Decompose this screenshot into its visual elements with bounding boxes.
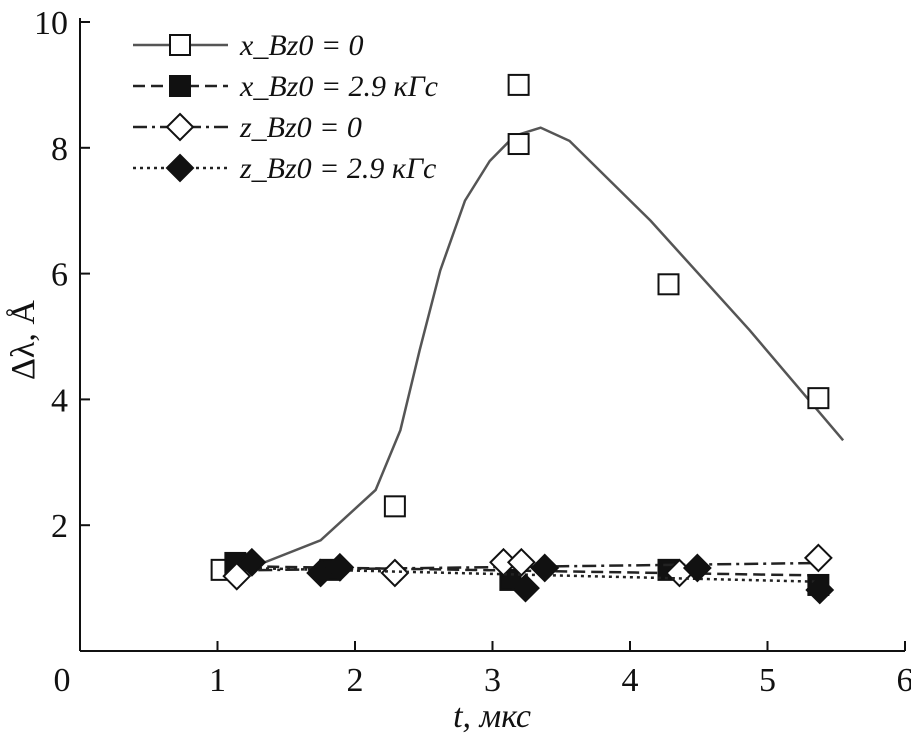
x-tick-label: 2 [347,662,364,699]
x-axis-label: t, мкс [453,698,531,735]
marker [805,545,831,571]
y-tick-label: 2 [51,508,68,545]
legend-marker [167,114,193,140]
x-tick-label: 4 [622,662,639,699]
x-tick-label: 6 [897,662,911,699]
x-tick-label: 1 [209,662,226,699]
x-tick-label: 5 [759,662,776,699]
legend-label: z_Bz0 = 2.9 кГс [239,152,436,185]
x-tick-label: 0 [54,662,71,699]
marker [509,134,529,154]
legend-label: x_Bz0 = 2.9 кГс [239,70,438,103]
marker [509,75,529,95]
marker [382,560,408,586]
marker [659,274,679,294]
y-tick-label: 10 [34,5,68,42]
legend-marker [167,155,193,181]
legend-label: x_Bz0 = 0 [239,29,364,62]
y-tick-label: 8 [51,131,68,168]
legend-label: z_Bz0 = 0 [239,111,362,144]
y-axis-label: Δλ, Å [5,300,42,380]
y-tick-label: 4 [51,382,68,419]
legend-marker [170,35,190,55]
y-tick-label: 6 [51,257,68,294]
marker [808,388,828,408]
x-tick-label: 3 [484,662,501,699]
marker [532,555,558,581]
legend-marker [170,76,190,96]
marker [385,496,405,516]
series-line [251,128,844,568]
